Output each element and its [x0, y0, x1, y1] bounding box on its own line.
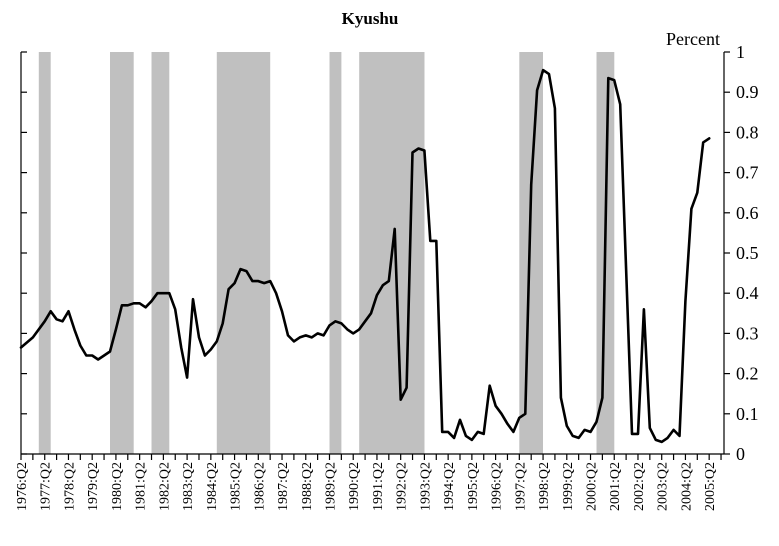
x-tick-label: 1998:Q2 — [537, 462, 552, 511]
y-tick-label: 1 — [736, 42, 745, 62]
x-tick-label: 1994:Q2 — [442, 462, 457, 511]
x-tick-label: 1977:Q2 — [39, 462, 54, 511]
x-tick-label: 1992:Q2 — [395, 462, 410, 511]
x-tick-label: 1979:Q2 — [86, 462, 101, 511]
x-tick-label: 1990:Q2 — [347, 462, 362, 511]
y-tick-label: 0.3 — [736, 323, 759, 343]
x-tick-label: 1978:Q2 — [63, 462, 78, 511]
y-tick-label: 0.2 — [736, 364, 759, 384]
y-axis-unit-label: Percent — [666, 29, 720, 49]
y-axis-ticks: 0 0.1 0.2 0.3 0.4 0.5 0.6 0.7 0.8 0.9 1 — [21, 42, 759, 464]
shaded-periods — [38, 52, 615, 454]
series-layer — [19, 68, 711, 444]
shaded-period — [329, 52, 342, 454]
x-tick-label: 1985:Q2 — [229, 462, 244, 511]
x-tick-label: 1981:Q2 — [134, 462, 149, 511]
shaded-period — [38, 52, 51, 454]
x-tick-label: 1984:Q2 — [205, 462, 220, 511]
x-tick-label: 2002:Q2 — [632, 462, 647, 511]
y-tick-label: 0.4 — [736, 283, 759, 303]
x-tick-label: 1996:Q2 — [490, 462, 505, 511]
x-tick-label: 1983:Q2 — [181, 462, 196, 511]
x-tick-label: 2001:Q2 — [608, 462, 623, 511]
y-tick-label: 0.1 — [736, 404, 759, 424]
shaded-period — [110, 52, 134, 454]
x-tick-label: 2000:Q2 — [585, 462, 600, 511]
x-tick-label: 1997:Q2 — [513, 462, 528, 511]
x-tick-label: 2004:Q2 — [679, 462, 694, 511]
y-tick-label: 0.6 — [736, 203, 759, 223]
y-tick-label: 0.7 — [736, 163, 759, 183]
y-tick-label: 0.5 — [736, 243, 759, 263]
x-tick-label: 1980:Q2 — [110, 462, 125, 511]
x-tick-label: 1986:Q2 — [252, 462, 267, 511]
chart-title: Kyushu — [342, 9, 399, 28]
x-tick-label: 1995:Q2 — [466, 462, 481, 511]
shaded-period — [519, 52, 543, 454]
x-tick-label: 1989:Q2 — [324, 462, 339, 511]
x-tick-label: 1991:Q2 — [371, 462, 386, 511]
shaded-period — [216, 52, 271, 454]
x-tick-label: 1987:Q2 — [276, 462, 291, 511]
x-tick-label: 1993:Q2 — [418, 462, 433, 511]
y-tick-label: 0.9 — [736, 82, 759, 102]
x-tick-label: 1976:Q2 — [15, 462, 30, 511]
x-tick-label: 1988:Q2 — [300, 462, 315, 511]
x-tick-label: 1999:Q2 — [561, 462, 576, 511]
x-axis-ticks: 1976:Q2 1977:Q2 1978:Q2 1979:Q2 1980:Q2 1981:… — [15, 454, 722, 511]
y-tick-label: 0.8 — [736, 122, 759, 142]
x-tick-label: 2003:Q2 — [656, 462, 671, 511]
x-tick-label: 1982:Q2 — [157, 462, 172, 511]
series-line — [19, 68, 711, 444]
x-tick-label: 2005:Q2 — [703, 462, 718, 511]
shaded-period — [151, 52, 170, 454]
y-tick-label: 0 — [736, 444, 745, 464]
